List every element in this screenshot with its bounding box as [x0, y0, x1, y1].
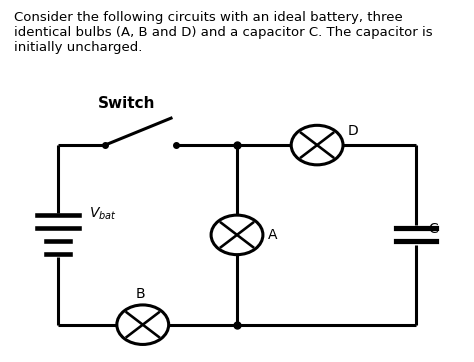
Text: Switch: Switch	[98, 96, 155, 111]
Text: B: B	[136, 287, 145, 301]
Text: Consider the following circuits with an ideal battery, three
identical bulbs (A,: Consider the following circuits with an …	[14, 11, 433, 54]
Text: C: C	[428, 223, 438, 236]
Text: A: A	[268, 228, 277, 242]
Text: D: D	[348, 124, 358, 138]
Text: $V_{bat}$: $V_{bat}$	[89, 205, 116, 222]
